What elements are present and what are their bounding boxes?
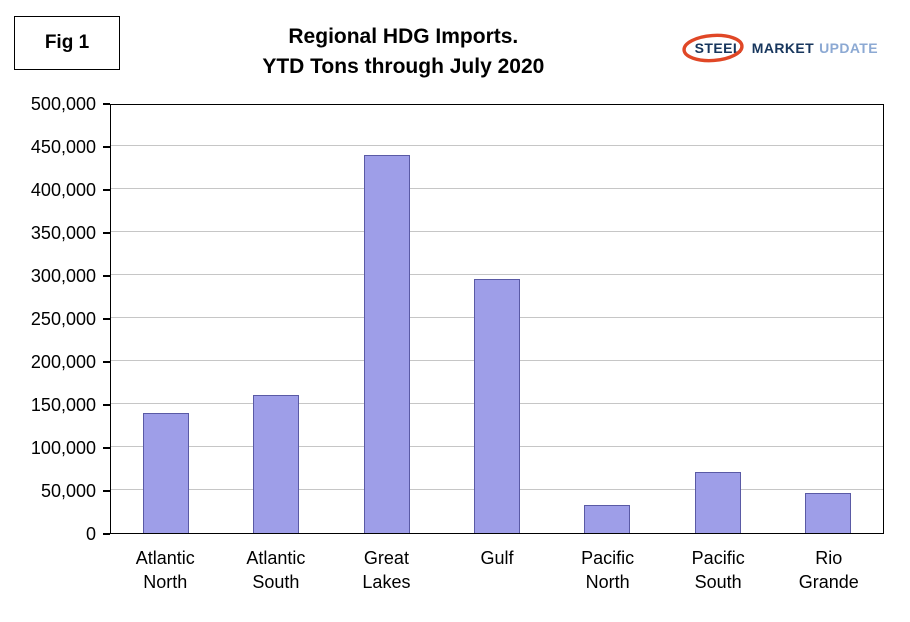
chart-area: 0 50,000 100,000 150,000 200,000 250,000 300,0… bbox=[14, 94, 884, 544]
logo-market-word: MARKET bbox=[751, 40, 815, 56]
y-tick-mark bbox=[103, 189, 110, 191]
y-axis: 0 50,000 100,000 150,000 200,000 250,000 300,0… bbox=[14, 94, 110, 544]
y-tick-label: 350,000 bbox=[30, 223, 96, 243]
x-axis-label: Pacific South bbox=[691, 548, 745, 593]
x-axis: Atlantic North Atlantic South Great Lakes G… bbox=[110, 546, 884, 595]
gridline bbox=[111, 231, 883, 232]
bar-gulf bbox=[473, 279, 520, 533]
gridline bbox=[111, 188, 883, 189]
bar-slot bbox=[662, 105, 772, 533]
chart-subtitle: YTD Tons through July 2020 bbox=[262, 55, 545, 79]
chart-header: Fig 1 Regional HDG Imports. YTD Tons thr… bbox=[14, 12, 884, 96]
bar-atlantic-north bbox=[143, 412, 190, 533]
y-tick-label: 50,000 bbox=[40, 481, 96, 501]
x-axis-label: Atlantic North bbox=[135, 548, 195, 593]
y-tick-label: 100,000 bbox=[30, 438, 96, 458]
x-axis-label: Pacific North bbox=[581, 548, 635, 593]
y-tick-label: 250,000 bbox=[30, 309, 96, 329]
bar-slot bbox=[332, 105, 442, 533]
y-tick-label: 500,000 bbox=[30, 94, 96, 114]
logo-steel-text: STEEL bbox=[694, 40, 742, 56]
y-tick-mark bbox=[103, 232, 110, 234]
y-tick-mark bbox=[103, 146, 110, 148]
bar-great-lakes bbox=[363, 154, 410, 533]
y-tick-label: 200,000 bbox=[30, 352, 96, 372]
y-tick-label: 300,000 bbox=[30, 266, 96, 286]
bar-pacific-south bbox=[694, 471, 741, 533]
y-tick-mark bbox=[103, 361, 110, 363]
x-axis-label: Atlantic South bbox=[246, 548, 306, 593]
y-tick-label: 150,000 bbox=[30, 395, 96, 415]
y-tick-mark bbox=[103, 404, 110, 406]
bar-slot bbox=[111, 105, 221, 533]
y-tick-label: 450,000 bbox=[30, 137, 96, 157]
logo-update-word: UPDATE bbox=[819, 40, 878, 56]
bar-slot bbox=[442, 105, 552, 533]
y-tick-label: 400,000 bbox=[30, 180, 96, 200]
y-tick-mark bbox=[103, 275, 110, 277]
plot-area bbox=[110, 104, 884, 534]
y-tick-mark bbox=[103, 490, 110, 492]
bar-slot bbox=[552, 105, 662, 533]
y-tick-mark bbox=[103, 318, 110, 320]
gridline bbox=[111, 145, 883, 146]
bar-slot bbox=[221, 105, 331, 533]
bar-series bbox=[111, 105, 883, 533]
bar-pacific-north bbox=[584, 505, 631, 533]
figure-number-box: Fig 1 bbox=[14, 16, 120, 70]
y-tick-label: 0 bbox=[85, 524, 96, 544]
smu-logo: STEEL MARKET UPDATE bbox=[682, 33, 878, 63]
x-axis-label: Great Lakes bbox=[362, 548, 411, 593]
y-tick-mark bbox=[103, 533, 110, 535]
gridline bbox=[111, 274, 883, 275]
bar-rio-grande bbox=[804, 493, 851, 533]
chart-title-block: Regional HDG Imports. YTD Tons through J… bbox=[120, 12, 687, 83]
x-axis-label: Rio Grande bbox=[798, 548, 859, 593]
y-tick-mark bbox=[103, 447, 110, 449]
figure-number: Fig 1 bbox=[44, 32, 90, 53]
chart-title: Regional HDG Imports. bbox=[288, 25, 519, 48]
logo-steel-word: STEEL bbox=[682, 33, 750, 63]
bar-slot bbox=[773, 105, 883, 533]
y-tick-mark bbox=[103, 103, 110, 105]
bar-atlantic-south bbox=[253, 395, 300, 533]
x-axis-label: Gulf bbox=[480, 548, 514, 568]
